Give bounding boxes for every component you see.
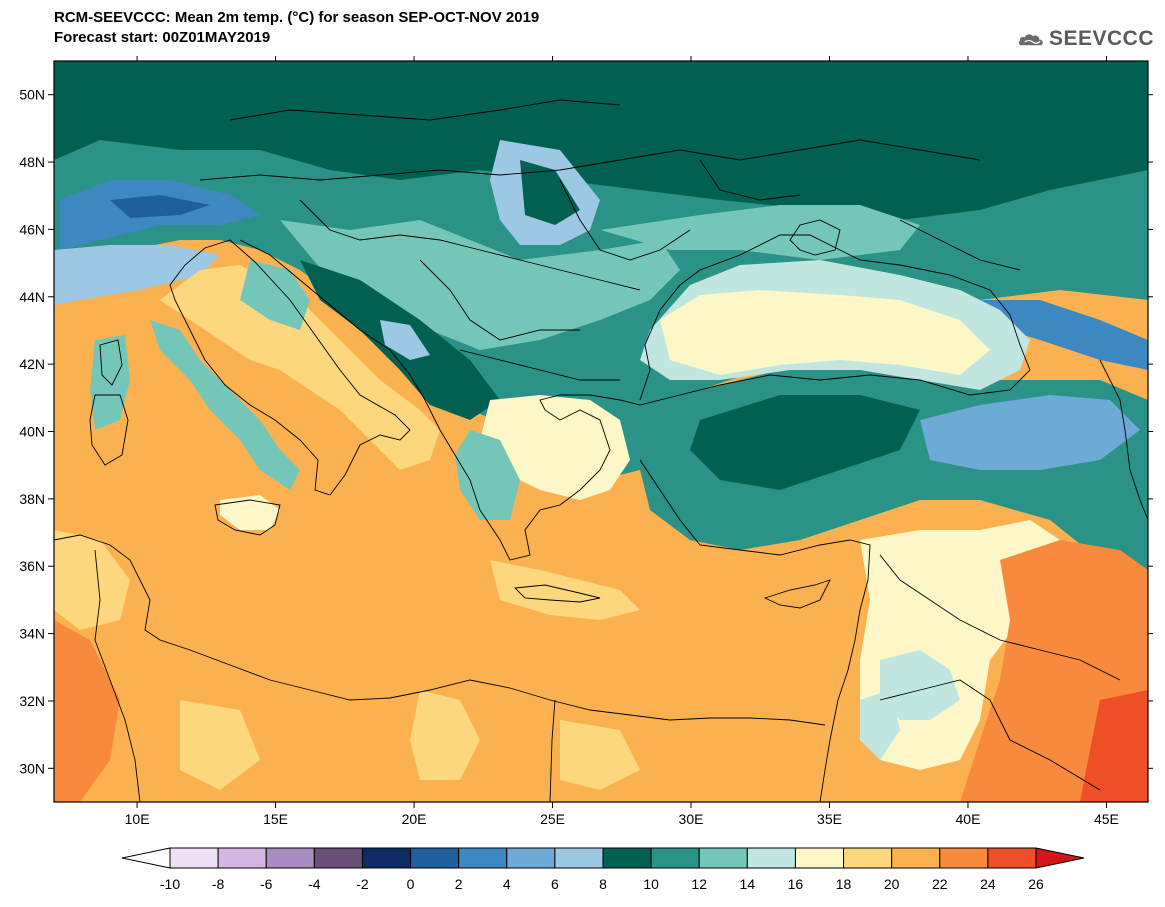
colorbar-swatch [650,847,700,869]
colorbar: -10 -8 -6 -4 -2 0 2 4 6 8 10 12 14 16 18 20 22 24 26 [121,847,1085,892]
lat-tick-label: 38N [19,491,45,507]
lon-tick-label: 40E [956,811,981,827]
colorbar-swatch [602,847,652,869]
lat-tick-label: 36N [19,558,45,574]
colorbar-label: -8 [212,876,225,892]
latitude-axis: 50N 48N 46N 44N 42N 40N 38N 36N 34N 32N 30N [19,87,1153,776]
colorbar-label: 22 [932,876,948,892]
longitude-axis: 10E 15E 20E 25E 30E 35E 40E 45E [125,56,1119,827]
lon-tick-label: 35E [817,811,842,827]
colorbar-label: 8 [599,876,607,892]
lat-tick-label: 30N [19,760,45,776]
colorbar-swatch [794,847,845,869]
colorbar-label: 24 [980,876,996,892]
colorbar-label: 20 [884,876,900,892]
colorbar-swatch [939,847,989,869]
colorbar-label: 18 [836,876,852,892]
colorbar-swatch [313,847,363,869]
lon-tick-label: 10E [125,811,150,827]
colorbar-label: 0 [407,876,415,892]
colorbar-swatch [361,847,412,869]
colorbar-swatch [506,847,556,869]
colorbar-label: 16 [788,876,804,892]
colorbar-label: 6 [551,876,559,892]
colorbar-swatch [169,847,219,869]
cloud-icon [1018,34,1043,46]
colorbar-under-arrow [121,847,171,869]
lon-tick-label: 15E [263,811,288,827]
lat-tick-label: 50N [19,87,45,103]
colorbar-swatch [410,847,460,869]
colorbar-label: -2 [356,876,369,892]
colorbar-swatch [987,847,1037,869]
colorbar-label: -4 [308,876,321,892]
lon-tick-label: 30E [679,811,704,827]
colorbar-swatch [746,847,796,869]
temperature-field [54,61,1148,802]
forecast-start-label: Forecast start: 00Z01MAY2019 [54,29,271,46]
colorbar-label: -6 [260,876,273,892]
lon-tick-label: 45E [1094,811,1119,827]
colorbar-label: -10 [160,876,180,892]
lat-tick-label: 44N [19,289,45,305]
lat-tick-label: 40N [19,424,45,440]
colorbar-swatch [698,847,748,869]
colorbar-label: 4 [503,876,511,892]
colorbar-swatch [891,847,941,869]
colorbar-label: 26 [1028,876,1044,892]
lat-tick-label: 34N [19,626,45,642]
lat-tick-label: 42N [19,356,45,372]
colorbar-label: 14 [740,876,756,892]
lat-tick-label: 32N [19,693,45,709]
colorbar-swatch [265,847,315,869]
colorbar-swatch [843,847,893,869]
logo-text: SEEVCCC [1048,27,1154,50]
lat-tick-label: 48N [19,154,45,170]
colorbar-label: 10 [643,876,659,892]
colorbar-label: 2 [455,876,463,892]
map-title: RCM-SEEVCCC: Mean 2m temp. (°C) for seas… [54,9,540,26]
seevccc-logo: SEEVCCC [1018,22,1154,56]
colorbar-over-arrow [1035,847,1085,869]
colorbar-swatch [458,847,508,869]
colorbar-label: 12 [691,876,707,892]
lon-tick-label: 20E [402,811,427,827]
colorbar-swatch [217,847,267,869]
lat-tick-label: 46N [19,221,45,237]
colorbar-swatch [554,847,604,869]
coastlines [54,99,1148,802]
lon-tick-label: 25E [540,811,565,827]
